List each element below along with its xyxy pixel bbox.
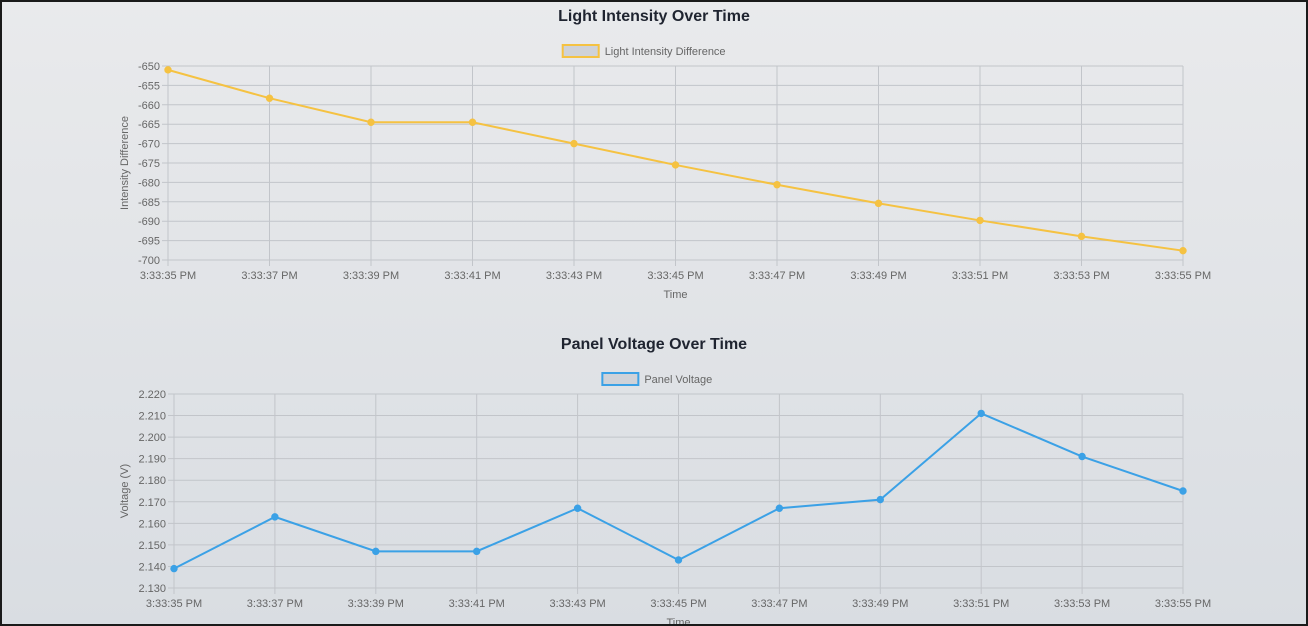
data-point: [1179, 246, 1187, 255]
data-point: [367, 118, 375, 126]
y-tick-label: -655: [138, 80, 160, 92]
y-tick-label: -695: [138, 236, 160, 248]
chart-title-panel-voltage: Panel Voltage Over Time: [560, 336, 748, 353]
y-tick-label: -690: [138, 216, 160, 228]
y-axis-title: Voltage (V): [119, 464, 131, 518]
y-tick-label: -685: [138, 197, 160, 209]
x-tick-label: 3:33:53 PM: [1054, 598, 1110, 610]
data-point: [671, 161, 680, 169]
data-point: [271, 513, 279, 521]
y-tick-label: -680: [138, 177, 160, 189]
x-tick-label: 3:33:37 PM: [241, 270, 297, 282]
x-axis-title: Time: [666, 617, 690, 626]
y-tick-label: -665: [138, 119, 160, 131]
data-point: [674, 556, 683, 564]
data-point: [473, 547, 481, 556]
data-point: [468, 118, 477, 126]
data-point: [775, 504, 784, 512]
x-tick-label: 3:33:51 PM: [952, 270, 1008, 282]
x-tick-label: 3:33:43 PM: [549, 598, 605, 610]
x-tick-label: 3:33:55 PM: [1155, 598, 1211, 610]
y-tick-label: 2.170: [138, 497, 166, 509]
legend-label: Panel Voltage: [644, 374, 712, 386]
y-tick-label: 2.180: [138, 475, 166, 487]
x-tick-label: 3:33:39 PM: [348, 598, 404, 610]
data-point: [164, 66, 172, 74]
y-tick-label: -670: [138, 139, 160, 151]
data-point: [1077, 232, 1086, 241]
x-tick-label: 3:33:47 PM: [749, 270, 805, 282]
data-point: [874, 199, 883, 208]
x-tick-label: 3:33:43 PM: [546, 270, 602, 282]
y-tick-label: 2.210: [138, 411, 166, 423]
y-tick-label: -675: [138, 158, 160, 170]
y-tick-label: -660: [138, 100, 160, 112]
legend-swatch: [601, 372, 640, 386]
data-point: [976, 216, 984, 225]
data-point: [372, 547, 380, 556]
data-point: [573, 504, 582, 512]
x-tick-label: 3:33:41 PM: [444, 270, 500, 282]
x-tick-label: 3:33:49 PM: [850, 270, 906, 282]
x-tick-label: 3:33:35 PM: [140, 270, 196, 282]
x-tick-label: 3:33:55 PM: [1155, 270, 1211, 282]
chart-light-intensity: Light Intensity Difference -650 -655 -660 -6…: [119, 44, 1211, 301]
chart-title-light-intensity: Light Intensity Over Time: [558, 8, 750, 25]
data-point: [876, 495, 884, 504]
y-tick-label: 2.150: [138, 540, 166, 552]
x-tick-label: 3:33:41 PM: [449, 598, 505, 610]
y-tick-label: 2.190: [138, 454, 166, 466]
y-tick-label: 2.220: [138, 389, 166, 401]
x-tick-label: 3:33:35 PM: [146, 598, 202, 610]
data-point: [977, 409, 985, 418]
x-tick-label: 3:33:53 PM: [1053, 270, 1109, 282]
y-tick-label: -650: [138, 61, 160, 73]
y-tick-label: 2.140: [138, 561, 166, 573]
x-tick-label: 3:33:45 PM: [647, 270, 703, 282]
x-axis-title: Time: [663, 289, 687, 301]
data-point: [773, 181, 781, 189]
x-tick-label: 3:33:45 PM: [650, 598, 706, 610]
legend-swatch: [561, 44, 600, 58]
y-axis-title: Intensity Difference: [119, 116, 131, 210]
data-point: [265, 94, 274, 102]
y-tick-label: 2.200: [138, 432, 166, 444]
x-tick-label: 3:33:39 PM: [343, 270, 399, 282]
data-point: [170, 564, 178, 573]
y-tick-label: -700: [138, 255, 160, 267]
legend-label: Light Intensity Difference: [605, 46, 726, 58]
y-tick-label: 2.160: [138, 518, 166, 530]
data-point: [1078, 452, 1086, 461]
x-tick-label: 3:33:37 PM: [247, 598, 303, 610]
chart-panel-voltage: Panel Voltage 2.220 2.210 2.200 2.190 2.180 2.…: [119, 372, 1211, 626]
y-tick-label: 2.130: [138, 583, 166, 595]
x-tick-label: 3:33:49 PM: [852, 598, 908, 610]
data-point: [1179, 487, 1187, 495]
data-point: [570, 139, 578, 148]
x-tick-label: 3:33:47 PM: [751, 598, 807, 610]
x-tick-label: 3:33:51 PM: [953, 598, 1009, 610]
